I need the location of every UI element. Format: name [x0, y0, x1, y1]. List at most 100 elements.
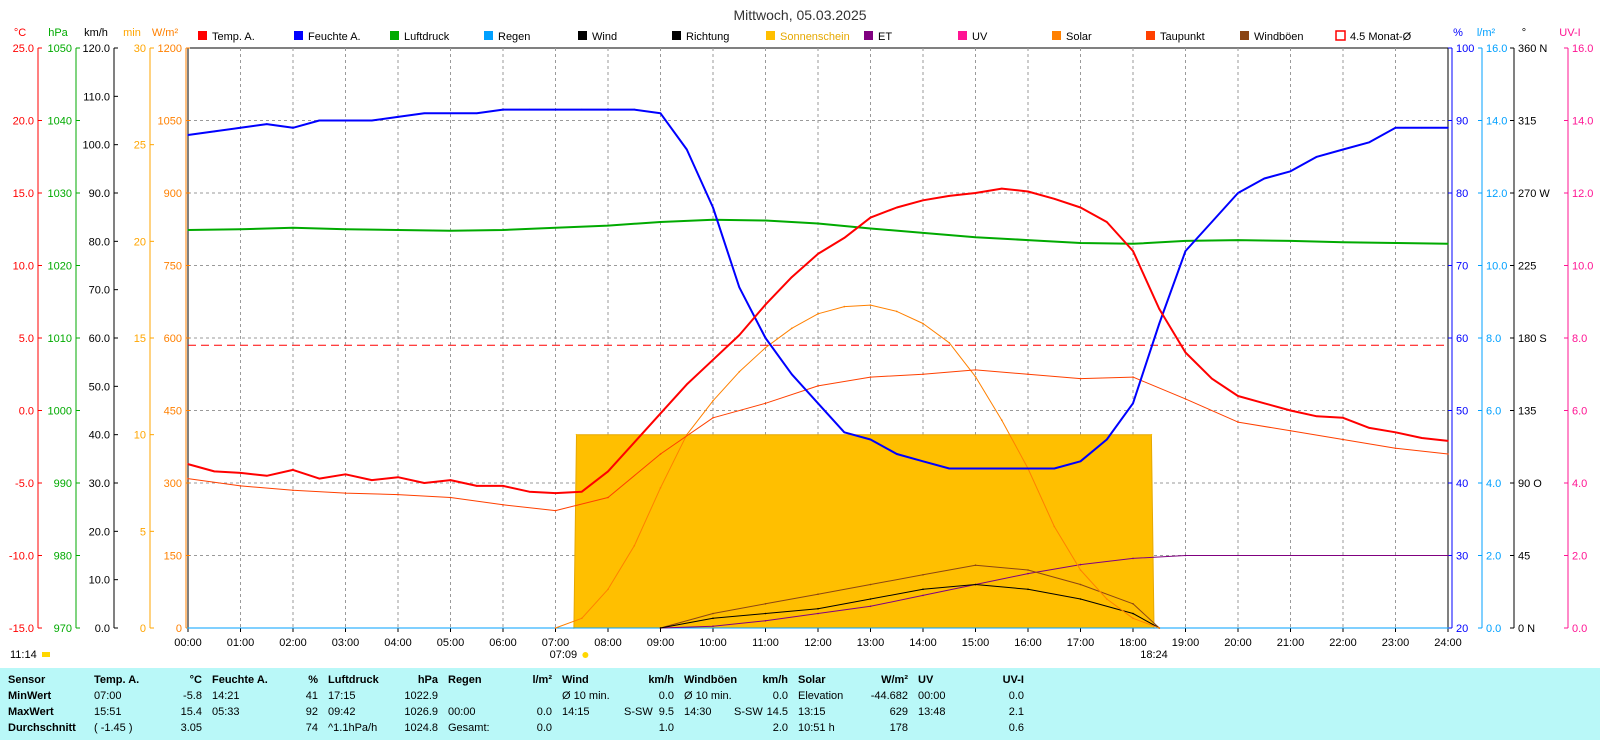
point-luftdruck — [1447, 243, 1449, 245]
axis-label-rain: 6.0 — [1486, 406, 1501, 418]
pres-min-val: 1022.9 — [404, 690, 438, 702]
row-label-min: MinWert — [8, 690, 52, 702]
point-feuchte-a- — [922, 460, 924, 463]
legend-label: Regen — [498, 31, 530, 43]
point-feuchte-a- — [371, 119, 373, 122]
uv-max-val: 2.1 — [1008, 706, 1024, 718]
axis-label-humidity: 60 — [1456, 333, 1468, 345]
point-temp-a- — [1079, 206, 1082, 209]
point-et — [764, 620, 767, 622]
point-windb-en — [1132, 603, 1134, 605]
point-feuchte-a- — [423, 112, 426, 115]
solar-max-time: 13:15 — [798, 706, 826, 718]
point-temp-a- — [318, 477, 321, 480]
point-luftdruck — [239, 228, 242, 231]
point-luftdruck — [712, 219, 714, 221]
point-windb-en — [922, 574, 924, 576]
point-luftdruck — [1184, 240, 1187, 242]
point-feuchte-a- — [607, 108, 609, 111]
axis-unit-solar: W/m² — [152, 27, 179, 39]
point-solar — [1053, 525, 1056, 528]
point-taupunkt — [344, 492, 347, 494]
point-windb-en — [974, 564, 977, 566]
point-temp-a- — [1132, 250, 1134, 252]
x-tick-label: 23:00 — [1382, 637, 1410, 649]
temp-min-val: -5.8 — [183, 690, 202, 702]
legend-label: ET — [878, 31, 892, 43]
point-luftdruck — [817, 222, 819, 225]
point-solar — [554, 627, 557, 629]
axis-unit-rain: l/m² — [1477, 27, 1496, 39]
point-temp-a- — [1263, 402, 1266, 405]
weather-chart: Mittwoch, 05.03.2025 Temp. A. Feuchte A. L… — [9, 7, 1594, 661]
legend-swatch — [484, 31, 493, 40]
solar-duration: 10:51 h — [798, 722, 835, 734]
point-luftdruck — [764, 219, 767, 222]
point-temp-a- — [1342, 417, 1344, 419]
point-feuchte-a- — [318, 119, 321, 122]
point-taupunkt — [502, 504, 504, 506]
point-temp-a- — [712, 359, 714, 361]
point-temp-a- — [239, 472, 242, 474]
axis-label-rain: 12.0 — [1486, 188, 1507, 200]
x-tick-label: 02:00 — [279, 637, 307, 649]
axis-label-temp: 5.0 — [19, 333, 34, 345]
info-panel: Sensor MinWert MaxWert Durchschnitt Temp… — [0, 668, 1600, 740]
point-temp-a- — [423, 482, 426, 484]
temp-avg-val: 3.05 — [180, 722, 202, 734]
point-temp-a- — [607, 470, 609, 473]
point-temp-a- — [187, 463, 189, 465]
axis-label-solar: 150 — [164, 551, 182, 563]
point-temp-a- — [502, 485, 504, 487]
axis-label-rain: 2.0 — [1486, 551, 1501, 563]
temp-unit: °C — [189, 674, 202, 686]
rain-max-time: 00:00 — [448, 706, 476, 718]
point-feuchte-a- — [449, 112, 452, 115]
point-windb-en — [712, 612, 714, 615]
point-feuchte-a- — [187, 134, 189, 136]
point-temp-a- — [1053, 198, 1056, 200]
x-tick-label: 18:00 — [1119, 637, 1147, 649]
point-solar — [843, 305, 846, 308]
axis-label-humidity: 30 — [1456, 551, 1468, 563]
axis-label-humidity: 50 — [1456, 406, 1468, 418]
row-label-avg: Durchschnitt — [8, 722, 76, 734]
point-temp-a- — [1447, 440, 1449, 442]
axis-label-wind: 80.0 — [89, 236, 110, 248]
axis-label-rain: 10.0 — [1486, 261, 1507, 273]
axes: 00:00 01:00 02:00 03:00 04:00 05:00 06:00 07:00… — [9, 43, 1594, 649]
temp-min-time: 07:00 — [94, 690, 122, 702]
point-temp-a- — [896, 206, 898, 209]
wind-max-val: 9.5 — [658, 706, 674, 718]
point-feuchte-a- — [764, 337, 767, 339]
axis-label-humidity: 100 — [1456, 43, 1474, 55]
axis-label-sunshine: 30 — [134, 43, 146, 55]
x-tick-label: 11:00 — [752, 637, 779, 649]
point-feuchte-a- — [1237, 192, 1239, 194]
point-regen — [1447, 627, 1449, 629]
point-luftdruck — [1289, 240, 1292, 242]
axis-label-temp: -10.0 — [9, 551, 34, 563]
point-temp-a- — [869, 216, 872, 219]
axis-label-sunshine: 5 — [140, 526, 146, 538]
point-feuchte-a- — [502, 108, 504, 111]
hum-min-val: 41 — [305, 690, 318, 702]
uv-title: UV — [918, 674, 934, 686]
point-taupunkt — [1132, 376, 1134, 378]
axis-label-wind: 120.0 — [82, 43, 110, 55]
hum-unit: % — [308, 674, 318, 686]
axis-label-direction: 45 — [1518, 551, 1530, 563]
axis-label-direction: 225 — [1518, 261, 1536, 273]
axis-label-wind: 20.0 — [89, 526, 110, 538]
gust-min-label: Ø 10 min. — [684, 690, 732, 702]
axis-label-direction: 270 W — [1518, 188, 1550, 200]
point-feuchte-a- — [817, 402, 819, 405]
point-taupunkt — [1237, 421, 1239, 423]
legend-label: Richtung — [686, 31, 729, 43]
wind-min-label: Ø 10 min. — [562, 690, 610, 702]
rain-unit: l/m² — [532, 674, 552, 686]
point-temp-a- — [449, 479, 452, 481]
axis-label-solar: 450 — [164, 406, 182, 418]
point-temp-a- — [1368, 427, 1371, 429]
x-tick-label: 17:00 — [1067, 637, 1095, 649]
